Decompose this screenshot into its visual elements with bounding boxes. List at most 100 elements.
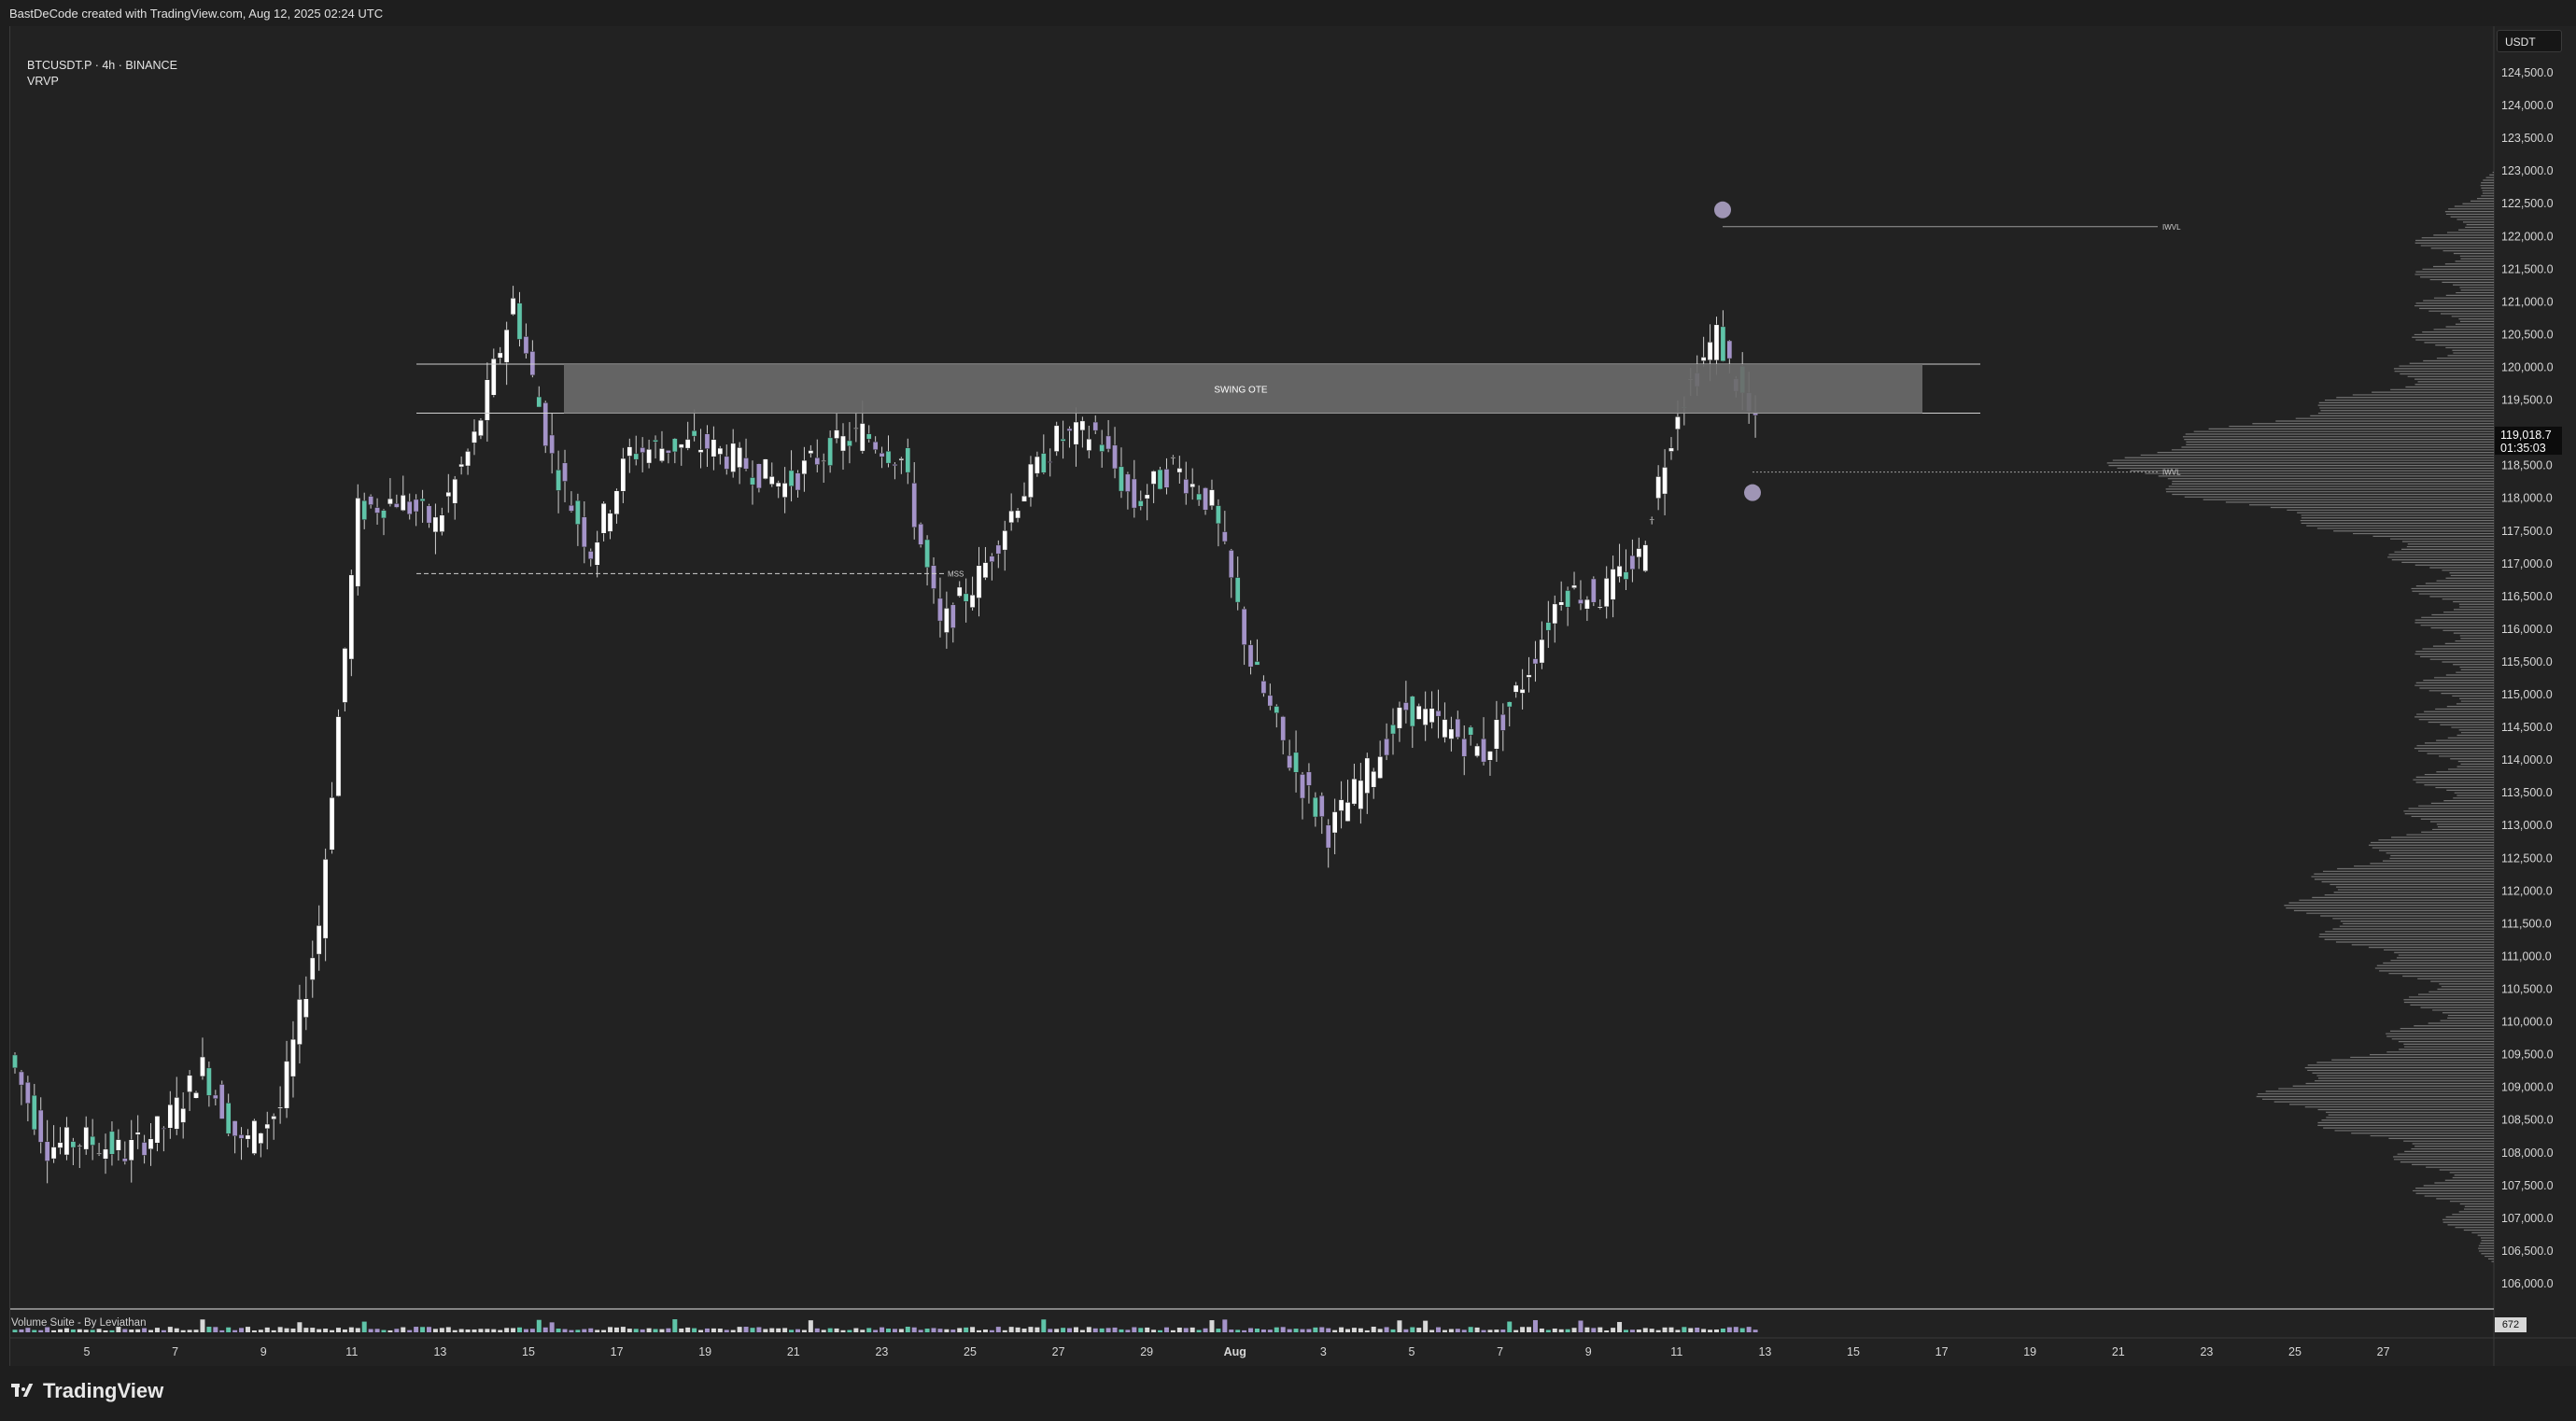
candle-body [154,1116,161,1144]
volume-bar [1145,1327,1150,1332]
volume-bar [1442,1330,1447,1332]
candle-body [57,1142,63,1148]
candle-body [284,1061,289,1109]
candle-body [290,1038,296,1077]
volume-bar [685,1327,691,1332]
volume-bar [1397,1320,1402,1332]
volume-bar [58,1329,63,1332]
currency-button[interactable]: USDT [2497,30,2562,52]
candle-body [134,1132,141,1135]
volume-bar [1176,1327,1182,1332]
volume-bar [763,1329,768,1332]
x-axis-label: 29 [1140,1345,1153,1358]
volume-bar [342,1329,347,1332]
x-axis-label: 5 [84,1345,91,1358]
candle-body [1455,718,1461,738]
candle-body [1610,569,1616,600]
candle-body [1021,495,1027,502]
candle-body [1468,726,1474,736]
candle-body [1293,752,1299,773]
volume-bar [1655,1330,1661,1332]
candle-body [989,556,995,562]
y-axis-label: 110,000.0 [2501,1016,2553,1029]
candle-body [1726,340,1733,359]
volume-bar [1539,1328,1544,1332]
candle-body [1616,566,1623,577]
candle-body [956,586,963,597]
candle-body [1131,478,1137,509]
candle-body [931,565,936,589]
volume-bar [724,1330,729,1332]
candle-body [200,1056,205,1077]
volume-bar [1552,1328,1557,1332]
x-axis-label: 25 [964,1345,977,1358]
volume-bar [264,1327,270,1332]
candle-body [381,510,387,519]
volume-bar [1339,1327,1344,1332]
volume-indicator-label[interactable]: Volume Suite - By Leviathan [11,1317,147,1329]
candle-body [1623,571,1629,580]
tradingview-logo-icon [11,1384,35,1399]
candle-body [1358,780,1364,809]
volume-bar [698,1330,704,1332]
candle-body [1047,461,1053,463]
candle-body [1228,550,1234,578]
volume-bar [258,1330,263,1332]
candle-body [1539,639,1545,664]
x-axis-label: 27 [1052,1345,1065,1358]
volume-bar [1598,1327,1603,1332]
candle-body [264,1123,271,1130]
candle-body [1700,357,1707,361]
x-axis-label: 17 [1936,1345,1949,1358]
price-chart[interactable]: 124,500.0 124,000.0 123,500.0 123,000.0 122,… [10,26,2576,1366]
y-axis-label: 118,500.0 [2501,459,2553,472]
candle-body [1397,707,1402,729]
candle-body [1157,469,1163,490]
symbol-legend[interactable]: BTCUSDT.P · 4h · BINANCE VRVP [27,58,177,90]
volume-bar [1293,1329,1299,1332]
volume-bar [743,1327,749,1332]
tradingview-logo[interactable]: TradingView [11,1379,163,1403]
candle-body [1642,544,1649,571]
candle-body [600,502,607,534]
swing-ote-zone [564,363,1922,414]
volume-bar [789,1330,795,1332]
swing-ote-label: SWING OTE [1214,385,1268,395]
y-axis-label: 116,000.0 [2501,623,2553,636]
candle-body [633,453,640,460]
candle-body [1189,483,1196,488]
top-bar: BastDeCode created with TradingView.com,… [0,0,2576,26]
volume-bar [1527,1327,1532,1332]
chart-area[interactable]: 124,500.0 124,000.0 123,500.0 123,000.0 122,… [9,26,2576,1366]
volume-bar [297,1322,303,1332]
volume-bar [1203,1328,1208,1332]
candle-body [452,478,458,504]
candle-body [128,1139,134,1161]
indicator-name[interactable]: VRVP [27,75,59,88]
volume-bar [646,1328,652,1332]
volume-bar [924,1329,930,1332]
candle-body [853,428,859,429]
candle-body [1144,494,1150,499]
y-axis-label: 106,000.0 [2501,1277,2554,1290]
volume-bar [679,1328,684,1332]
volume-bar [1300,1329,1305,1332]
candle-body [898,458,905,461]
volume-bar [1739,1328,1745,1332]
candle-body [1313,796,1318,818]
candle-body [659,448,665,462]
candle-body [1079,420,1086,431]
volume-bar [982,1329,988,1332]
volume-bar [1028,1327,1034,1332]
candle-body [1565,590,1570,608]
candle-body [1532,658,1539,665]
volume-bar [452,1330,457,1332]
candle-body [556,470,561,491]
volume-bar [1112,1327,1118,1332]
volume-bar [122,1329,128,1332]
y-axis-label: 121,000.0 [2501,295,2554,308]
candle-body [458,463,464,468]
y-axis-label: 120,500.0 [2501,328,2554,341]
volume-bar [659,1329,665,1332]
volume-bar [1565,1329,1570,1332]
